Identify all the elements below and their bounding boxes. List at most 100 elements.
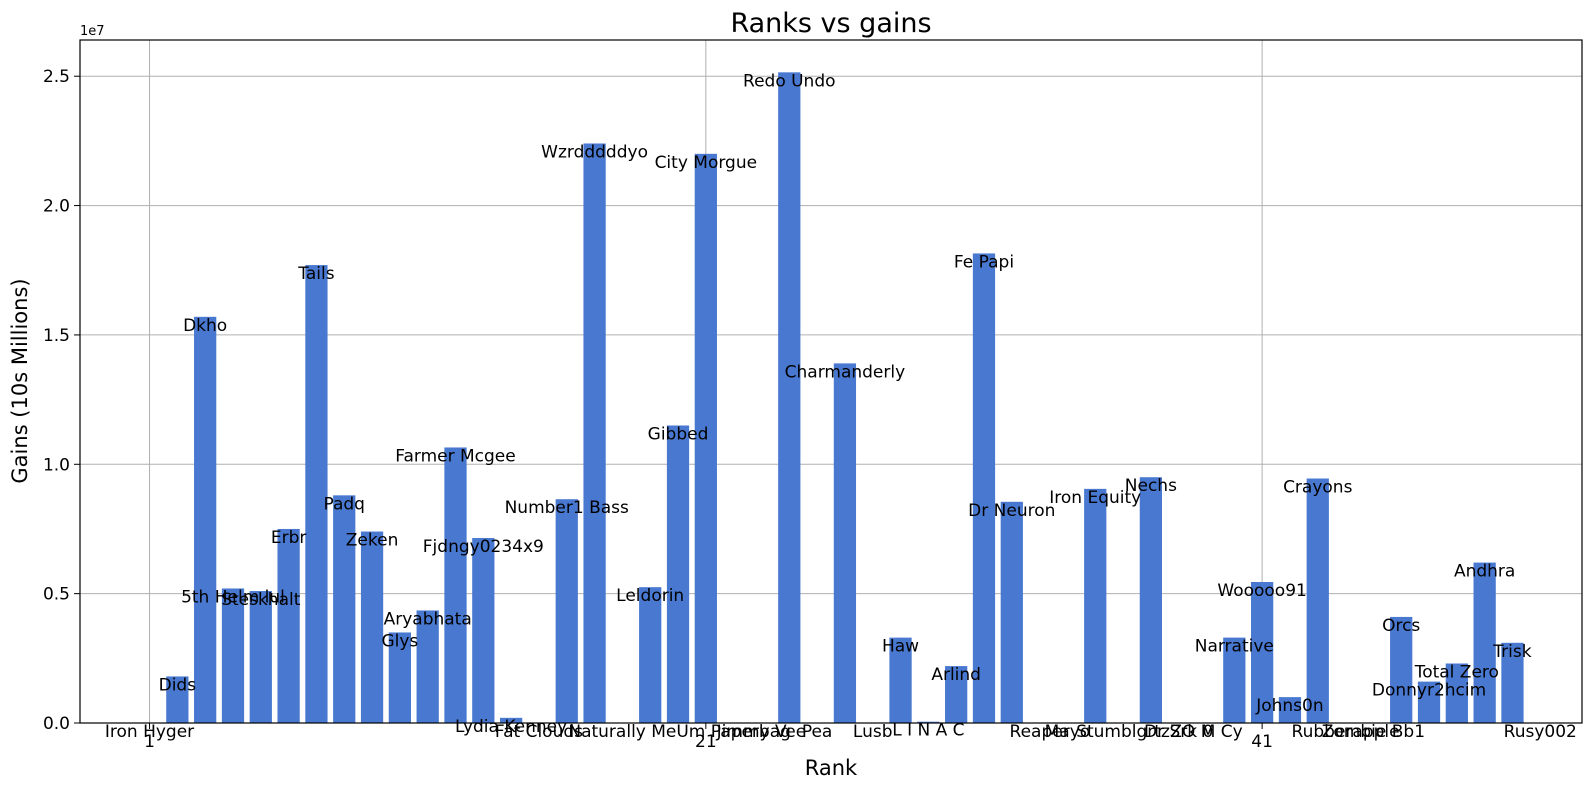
- bar: [416, 610, 439, 723]
- bar: [360, 531, 384, 723]
- bar: [472, 538, 495, 723]
- bar: [889, 637, 912, 723]
- bar-label: Reaper: [1010, 722, 1070, 742]
- bar: [666, 425, 690, 723]
- bar-label: Gibbed: [648, 424, 709, 444]
- bar: [583, 143, 606, 723]
- x-axis-label: Rank: [805, 756, 858, 780]
- ticks: 0.0 0.5 1.0 1.5 2.0 2.5 1 21 41: [43, 67, 1273, 752]
- y-tick-label: 1.5: [43, 326, 70, 346]
- bar: [945, 666, 968, 723]
- bar-label: Narrative: [1195, 637, 1274, 657]
- bar: [1306, 478, 1329, 723]
- bar: [500, 717, 523, 723]
- bar: [1417, 681, 1441, 723]
- bar-label: L I N A C: [892, 721, 964, 741]
- bar: [277, 528, 300, 723]
- bar: [1000, 501, 1023, 723]
- bar: [694, 153, 717, 724]
- bar: [833, 363, 857, 723]
- y-axis-label: Gains (10s Millions): [8, 278, 32, 483]
- bar: [305, 265, 328, 723]
- bar: [1139, 477, 1162, 723]
- bar: [166, 676, 189, 723]
- bar: [1473, 562, 1496, 723]
- chart-title: Ranks vs gains: [730, 8, 931, 39]
- bar: [917, 721, 940, 723]
- bar-label: Wooooo91: [1217, 581, 1306, 601]
- bar-label: Crayons: [1283, 478, 1353, 498]
- bar-label: Donnyr2hcim: [1372, 681, 1486, 701]
- bar-label: Leldorin: [616, 586, 684, 606]
- bar-label: Total Zero: [1414, 662, 1499, 682]
- bar-label: ZO M Cy: [1170, 722, 1242, 742]
- bar-label: 5th Helm lul: [181, 587, 285, 607]
- bar-label: Dkho: [183, 316, 227, 336]
- bar-label: Nechs: [1125, 476, 1177, 496]
- bar-label: Number1 Bass: [505, 498, 629, 518]
- bar-label: Farmer Mcgee: [395, 446, 515, 466]
- bar: [1445, 663, 1468, 723]
- bar-label: Iron Hyger: [105, 722, 194, 742]
- bar: [388, 632, 411, 723]
- bar-label: Dids: [159, 675, 197, 695]
- bar-label: Naturally Me: [568, 722, 676, 742]
- bar-label: Trisk: [1492, 642, 1531, 662]
- bar-label: Haw: [882, 637, 919, 657]
- bar: [1251, 582, 1274, 723]
- bar-label: Rubberapple: [1292, 722, 1400, 742]
- bar-label: Erbr: [271, 528, 307, 548]
- y-tick-label: 0.5: [43, 585, 70, 605]
- bar-label: Johns0n: [1255, 696, 1323, 716]
- y-tick-label: 1.0: [43, 455, 70, 475]
- y-tick-label: 2.5: [43, 67, 70, 87]
- bar: [1278, 697, 1302, 723]
- y-tick-label: 2.0: [43, 197, 70, 217]
- x-tick-label: 41: [1251, 732, 1273, 752]
- bar-label: Rusy002: [1504, 722, 1577, 742]
- bars: [166, 72, 1524, 724]
- bar-label: Fe Papi: [954, 252, 1014, 272]
- bar-label: Glys: [381, 631, 418, 651]
- bar: [444, 447, 467, 723]
- bar-label: Charmanderly: [785, 362, 906, 382]
- bar: [972, 253, 996, 723]
- bar-label: Fat Clouds: [495, 722, 583, 742]
- bar-label: Pea: [802, 722, 833, 742]
- x-tick-label: 1: [144, 732, 155, 752]
- x-tick-label: 21: [695, 732, 717, 752]
- bar: [1223, 637, 1246, 723]
- bar-label: Orcs: [1382, 616, 1420, 636]
- bar: [1501, 642, 1524, 723]
- bar: [1084, 488, 1107, 723]
- bar-label: Zeken: [346, 531, 399, 551]
- bar-label: Mayo: [1045, 722, 1091, 742]
- bar-label: Aryabhata: [384, 609, 472, 629]
- bar: [249, 591, 272, 723]
- bar: [639, 587, 662, 723]
- plot-frame: [79, 39, 1583, 724]
- bar-label: Zombie Bb1: [1322, 722, 1425, 742]
- y-axis-multiplier: 1e7: [80, 24, 105, 39]
- bar: [333, 495, 356, 723]
- bar: [1390, 616, 1413, 723]
- bar-label: Redo Undo: [743, 71, 836, 91]
- bar-label: Andhra: [1454, 562, 1515, 582]
- bar-label: Dr Neuron: [968, 501, 1055, 521]
- bar: [555, 499, 578, 723]
- bar-label: Lydia Kenney: [455, 717, 567, 737]
- bar-label: Lusb: [853, 722, 893, 742]
- bar: [778, 72, 801, 724]
- bar-label: Fjdngy0234x9: [423, 537, 544, 557]
- bar-label: Tails: [297, 264, 334, 284]
- bar-label: City Morgue: [655, 153, 758, 173]
- bar-label: Dr Srk 0: [1144, 722, 1213, 742]
- bar-label: Um Paperbag: [676, 722, 791, 742]
- bar-label: Padq: [323, 494, 365, 514]
- bar-label: Iron Equity: [1049, 488, 1141, 508]
- bar: [194, 316, 217, 723]
- y-tick-label: 0.0: [43, 714, 70, 734]
- bar-label: Steskhalt: [221, 590, 301, 610]
